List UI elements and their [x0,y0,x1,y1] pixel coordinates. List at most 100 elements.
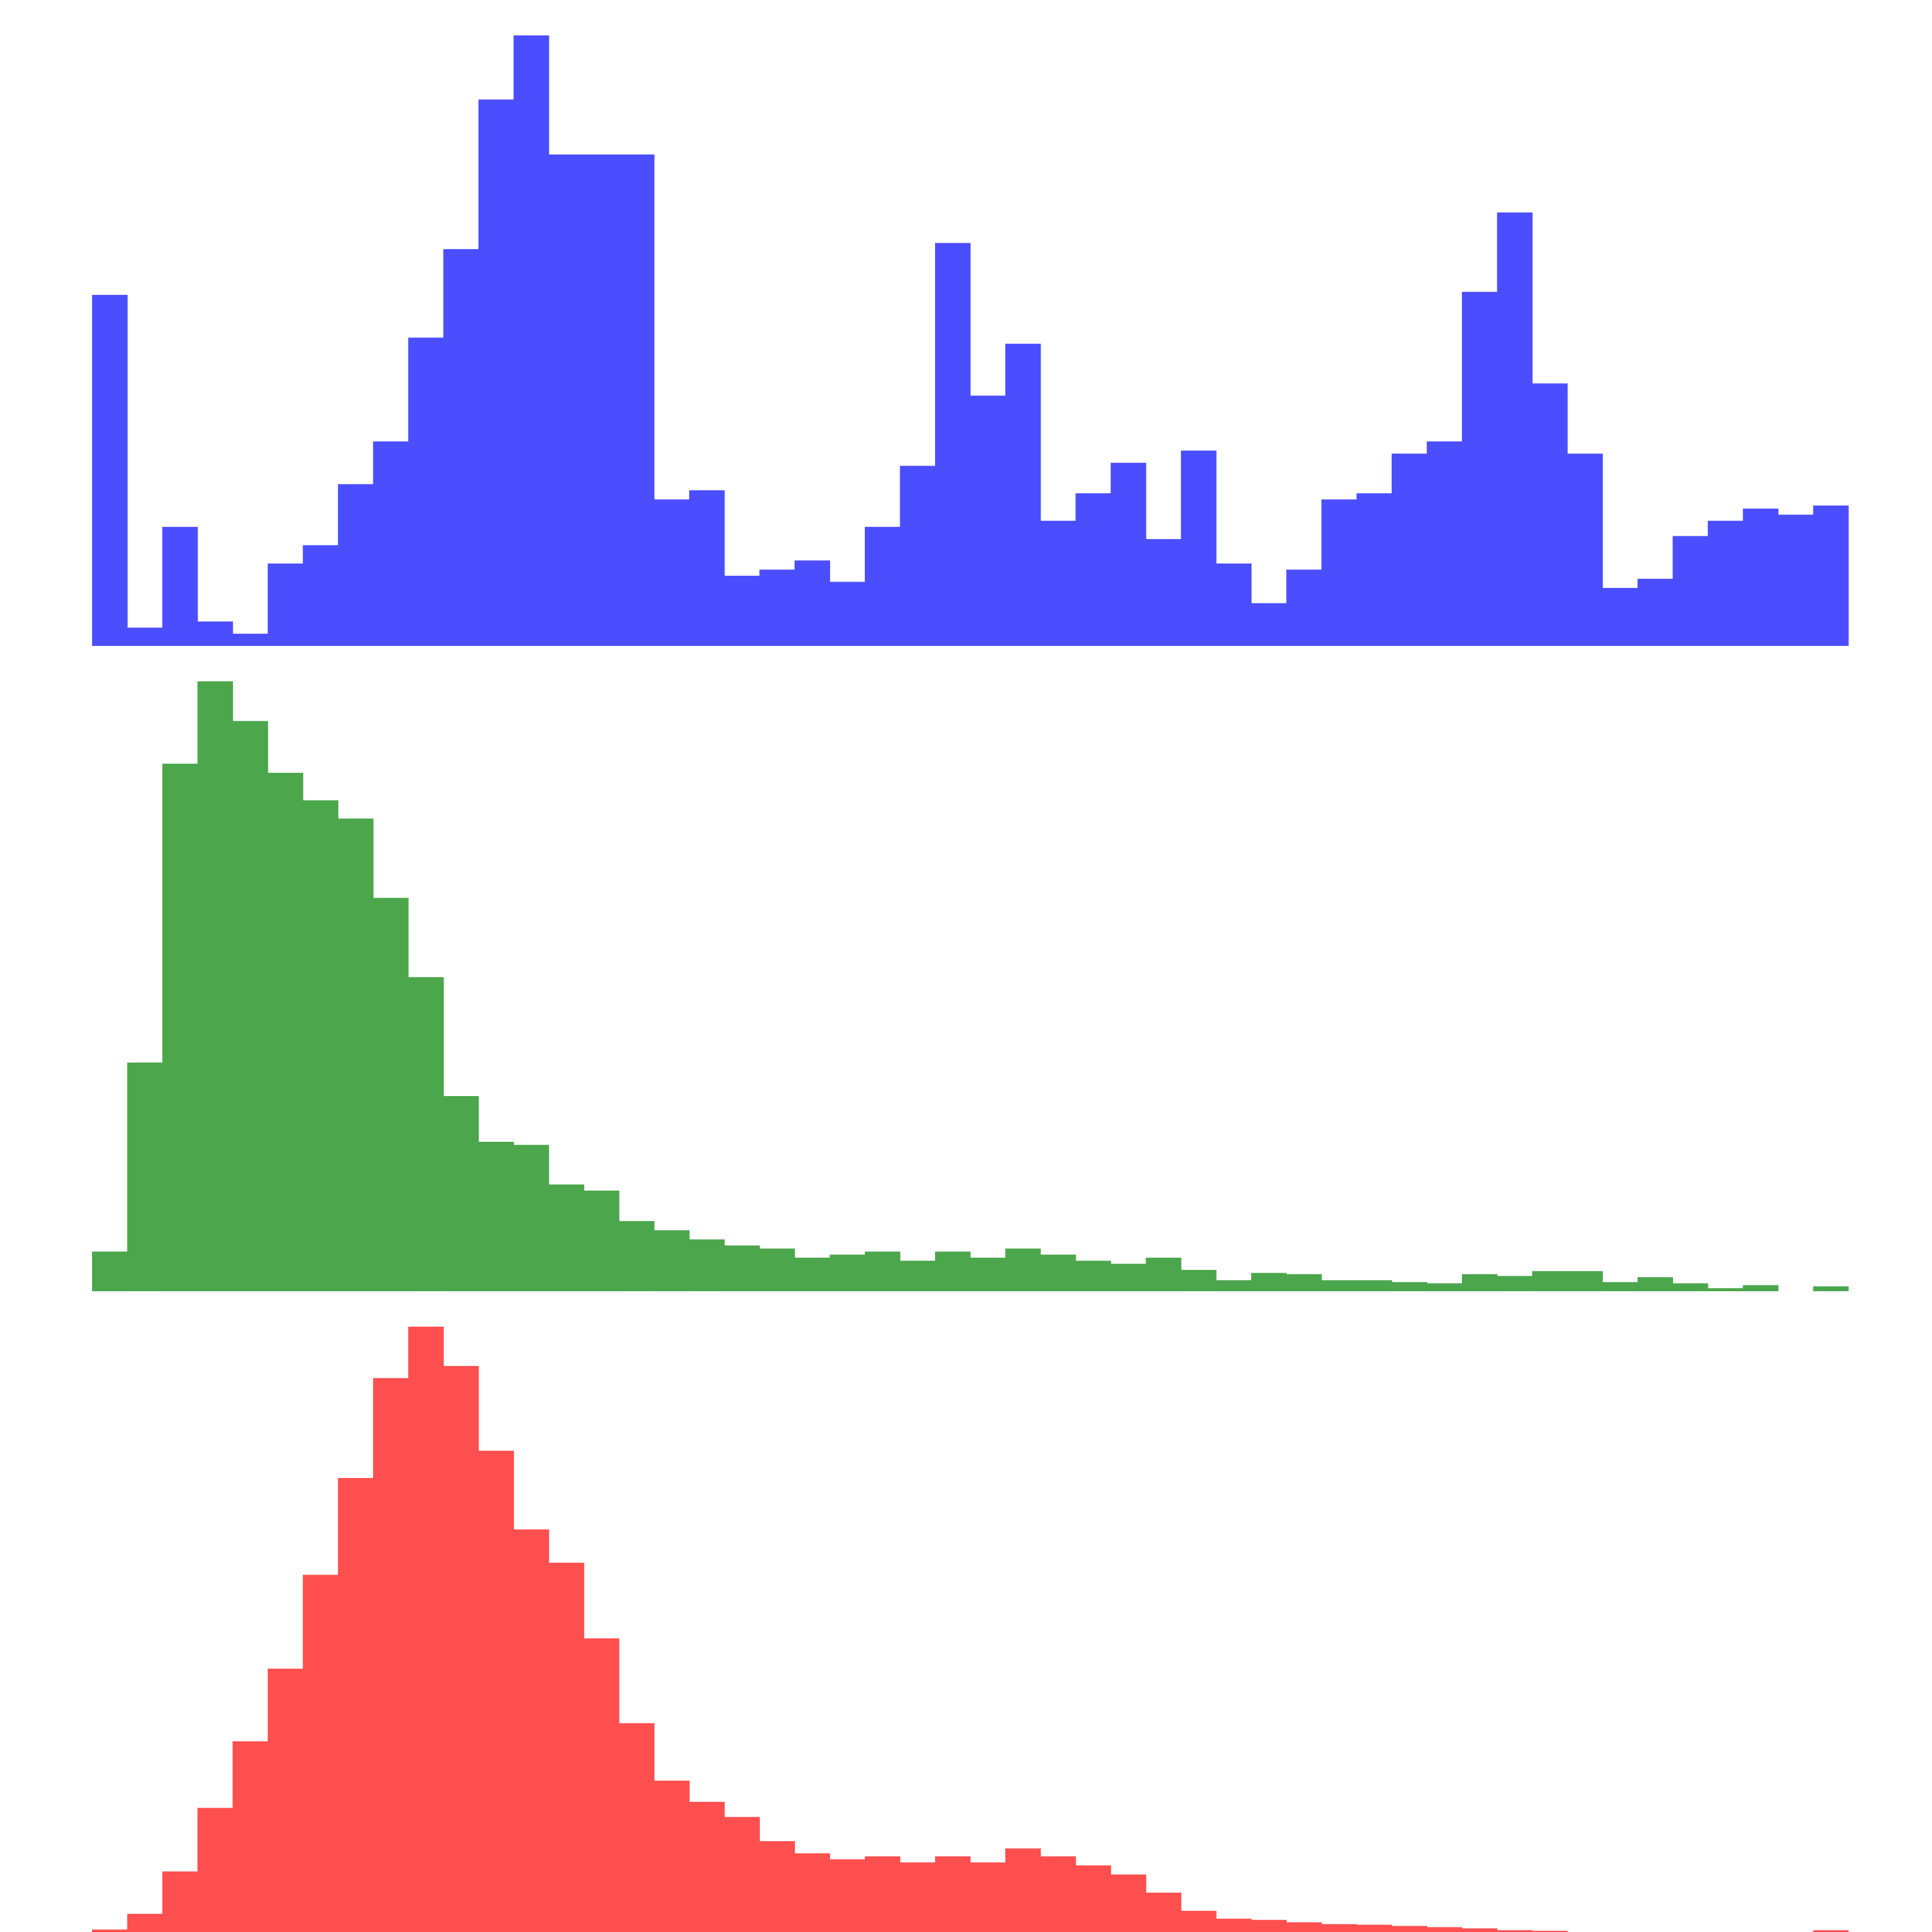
histogram-panel-1 [92,35,1849,647]
histogram-bar [1286,1274,1322,1291]
histogram-bar [232,634,269,646]
histogram-bar [373,898,409,1291]
histogram-bar [759,1841,795,1932]
histogram-bar [1672,1283,1709,1291]
histogram-bar [1286,1922,1322,1932]
histogram-bar [619,154,655,647]
histogram-bar [619,1723,655,1932]
histogram-bar [654,499,690,646]
histogram-bar [1146,1257,1182,1291]
histogram-bar [1356,493,1392,646]
histogram-panel-3 [92,1327,1849,1932]
histogram-bar [1180,450,1217,646]
histogram-bar [759,569,795,646]
histogram-bar [92,1251,128,1291]
histogram-bar [162,527,198,646]
histogram-bar [934,1251,971,1291]
histogram-bar [513,35,549,646]
histogram-bar [1040,1255,1076,1291]
histogram-bar [408,337,444,646]
histogram-bar [794,1257,830,1291]
histogram-bar [303,545,339,646]
histogram-bar [408,1327,444,1932]
histogram-bar [478,1141,515,1291]
histogram-bar [513,1144,549,1291]
histogram-bar [1321,499,1358,646]
histogram-bar [1110,1874,1146,1932]
histogram-bar [619,1221,655,1292]
histogram-bar [1426,1927,1463,1932]
histogram-bar [1005,1248,1041,1291]
histogram-bar [654,1230,690,1291]
histogram-bar [794,1853,830,1932]
histogram-bar [900,466,936,646]
histogram-bar [337,819,374,1291]
histogram-bar [1286,569,1322,646]
histogram-bar [689,1801,725,1932]
histogram-bar [443,1366,479,1932]
histogram-bar [864,1856,901,1932]
histogram-bar [549,1562,585,1932]
histogram-bar [1777,515,1814,646]
histogram-bar [934,243,971,646]
histogram-bar [1602,587,1638,646]
histogram-bar [724,575,760,646]
histogram-bar [1462,1274,1498,1291]
histogram-bar [1672,536,1709,646]
histogram-bar [1707,520,1743,646]
histogram-bar [1532,1271,1568,1291]
histogram-bar [900,1260,936,1291]
histogram-bar [759,1248,795,1291]
histogram-bar [1321,1280,1358,1291]
histogram-bar [689,490,725,646]
histogram-bar [513,1529,549,1932]
histogram-bar [864,527,901,646]
histogram-bar [337,484,374,646]
histogram-bar [478,1450,515,1932]
histogram-bar [408,977,444,1292]
histogram-bar [1391,1282,1428,1292]
histogram-bar [1040,520,1076,646]
histogram-bar [1462,1928,1498,1932]
histogram-bar [970,1257,1006,1291]
histogram-bar [92,294,128,646]
histogram-bar [900,1862,936,1932]
histogram-bar [162,1871,198,1932]
histogram-bar [1532,383,1568,646]
histogram-bar [197,621,233,646]
histogram-bar [337,1478,374,1932]
histogram-bar [1075,1260,1112,1291]
histogram-bar [1180,1269,1217,1292]
histogram-bar [1426,1283,1463,1291]
histogram-bar [1110,1264,1146,1291]
histogram-bar [1146,539,1182,646]
histogram-bar [267,773,303,1291]
histogram-bar [1532,1931,1568,1932]
histogram-bar [197,681,233,1291]
histogram-bar [1251,1920,1287,1932]
histogram-bar [829,582,866,646]
histogram-bar [373,1378,409,1932]
histogram-bar [1813,1930,1849,1932]
histogram-bar [934,1856,971,1932]
histogram-bar [724,1817,760,1932]
histogram-bar [970,1862,1006,1932]
histogram-bar [1462,292,1498,646]
histogram-bar [1321,1924,1358,1932]
histogram-bar [1813,505,1849,646]
histogram-bar [303,1575,339,1932]
histogram-bar [1075,493,1112,646]
histogram-bar [162,763,198,1291]
histogram-bar [1005,1848,1041,1932]
histogram-bar [1743,1285,1779,1291]
histogram-bar [1356,1280,1392,1291]
histogram-bar [1637,578,1673,646]
histogram-bar [1251,1273,1287,1291]
histogram-bar [1005,343,1041,646]
histogram-bar [549,1184,585,1291]
histogram-bar [654,1781,690,1932]
histogram-bar [127,1062,163,1292]
histogram-bar [1497,1930,1533,1932]
